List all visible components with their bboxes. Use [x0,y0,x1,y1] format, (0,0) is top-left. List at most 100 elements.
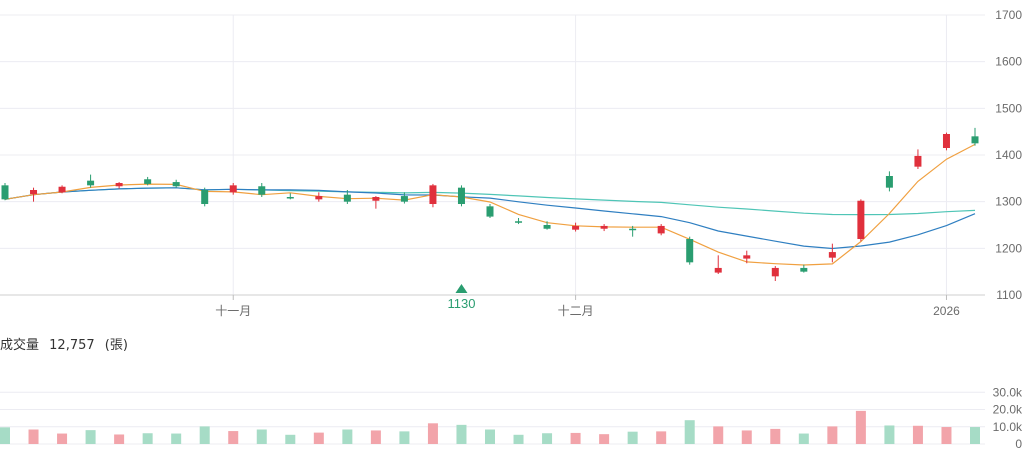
candle [87,174,95,188]
volume-y-tick-label: 0 [1015,437,1022,451]
candle [771,266,779,281]
candle-body [201,190,209,204]
volume-bar [171,433,182,444]
volume-y-axis: 0 10.0k 20.0k 30.0k [993,385,1023,451]
candle [885,171,893,192]
candle-body [657,225,665,234]
price-y-axis: 1100 1200 1300 1400 1500 1600 1700 [995,8,1022,302]
volume-bar [370,430,381,444]
candle [857,199,865,242]
volume-bar [57,433,68,444]
candle-body [315,196,323,200]
volume-bar [542,433,553,444]
candle [258,183,266,197]
volume-bar [199,426,210,444]
candle-body [914,155,922,167]
candle-body [686,239,694,263]
volume-bar [741,430,752,444]
volume-bar [827,426,838,444]
volume-bars [0,410,980,444]
volume-bar [485,429,495,444]
candle-body [87,180,95,186]
candle [486,204,494,218]
candle-body [144,179,152,184]
low-marker-label: 1130 [447,296,475,311]
volume-bar [399,431,410,444]
candle-body [1,185,9,200]
moving-average-lines [4,143,976,266]
price-candles [1,127,979,281]
x-tick-label: 十二月 [558,304,594,318]
candle [942,132,950,151]
candle [657,224,665,236]
volume-bar [970,427,980,444]
moving-average-mid-line [4,187,976,250]
volume-bar [256,429,267,444]
volume-y-tick-label: 10.0k [993,420,1023,434]
candle-body [172,182,180,187]
candle-body [515,221,523,223]
price-y-tick-label: 1400 [995,148,1022,162]
candle-body [58,186,66,193]
candle-body [572,225,580,230]
volume-bar [684,420,695,444]
x-tick-label: 2026 [933,304,960,318]
candle [543,221,551,230]
x-tick-label: 十一月 [215,304,251,318]
volume-bar [0,427,10,444]
volume-bar [142,433,153,444]
candle-body [229,185,237,193]
volume-bar [285,434,296,444]
candle [629,225,637,237]
volume-bar [228,431,239,444]
volume-bar [798,433,809,444]
candle [400,192,408,204]
volume-bar [28,429,39,444]
volume-label-value: 12,757 [49,338,95,353]
candle-body [258,186,266,195]
candle-body [857,200,865,239]
price-y-tick-label: 1300 [995,195,1022,209]
candle [315,192,323,202]
candle [515,218,523,225]
candle-body [629,228,637,231]
volume-bar [770,428,781,444]
volume-bar [456,424,467,444]
volume-grid [0,391,985,445]
candle-body [885,176,893,188]
candle-body [800,267,808,272]
price-y-tick-label: 1500 [995,101,1022,115]
candle [172,179,180,188]
volume-label-name: 成交量 [0,338,40,353]
candle-body [429,185,437,204]
price-grid [0,14,985,296]
price-y-tick-label: 1600 [995,55,1022,69]
volume-bar [855,410,866,444]
volume-bar [513,434,524,444]
volume-bar [912,425,923,444]
candle [686,236,694,265]
candle [800,264,808,273]
candle [144,176,152,186]
price-y-tick-label: 1100 [996,288,1022,302]
candle [58,185,66,194]
volume-bar [85,430,96,444]
candle-body [828,252,836,258]
volume-bar [427,423,438,444]
candle [914,149,922,169]
candle [743,250,751,264]
candle-body [30,190,38,195]
candle [429,183,437,208]
candle-body [372,197,380,201]
volume-bar [114,434,125,444]
volume-label: 成交量 12,757 (張) [0,334,134,353]
volume-bar [313,432,324,444]
volume-bar [884,425,895,444]
candle-body [714,267,722,273]
moving-average-short-line [4,143,976,266]
candle [229,183,237,195]
candle-body [743,255,751,259]
candle [201,187,209,207]
candle-body [486,206,494,217]
volume-bar [941,427,952,444]
